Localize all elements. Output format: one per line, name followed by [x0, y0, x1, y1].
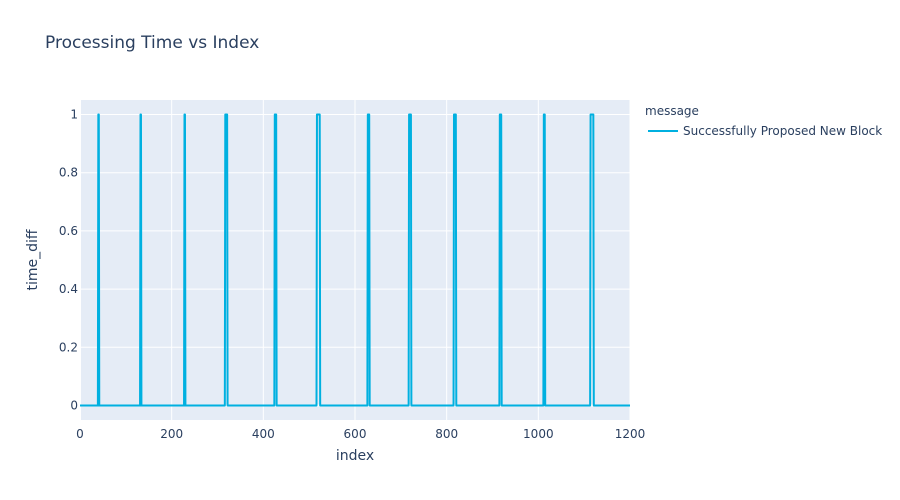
- y-tick-label: 0.2: [59, 340, 78, 354]
- x-tick-label: 400: [252, 427, 275, 441]
- chart-title: Processing Time vs Index: [45, 33, 260, 53]
- y-tick-label: 0.8: [59, 166, 78, 180]
- legend-label: Successfully Proposed New Block: [683, 124, 883, 138]
- tick-layer: 0 200 400 600 800 1000 1200 0 0.2 0.4 0.6 0.8 1: [59, 108, 645, 441]
- x-axis-label: index: [336, 448, 374, 464]
- x-tick-label: 600: [344, 427, 367, 441]
- y-tick-label: 0: [70, 398, 78, 412]
- data-layer: [80, 113, 630, 407]
- y-axis-label: time_diff: [25, 229, 41, 290]
- x-tick-label: 800: [435, 427, 458, 441]
- x-tick-label: 200: [160, 427, 183, 441]
- series-line[interactable]: [80, 113, 630, 407]
- x-tick-label: 1200: [615, 427, 646, 441]
- legend-swatch: [648, 130, 678, 132]
- legend-title: message: [645, 104, 699, 118]
- y-tick-label: 0.6: [59, 224, 78, 238]
- y-tick-label: 1: [70, 108, 78, 122]
- legend-item[interactable]: Successfully Proposed New Block: [648, 122, 882, 140]
- y-tick-label: 0.4: [59, 282, 78, 296]
- x-tick-label: 1000: [523, 427, 554, 441]
- x-tick-label: 0: [76, 427, 84, 441]
